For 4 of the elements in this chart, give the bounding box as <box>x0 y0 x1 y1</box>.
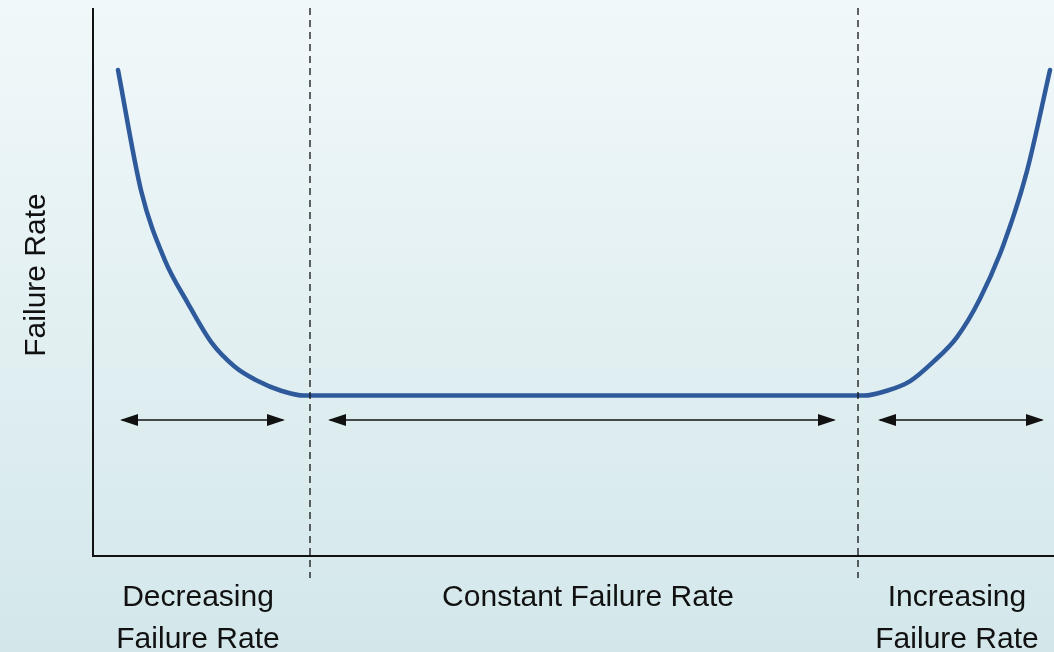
text: Constant Failure Rate <box>441 578 735 614</box>
text: Decreasing Failure Rate <box>115 578 281 652</box>
text: Increasing Failure Rate <box>874 578 1040 652</box>
y-axis-title: Failure Rate <box>18 193 52 357</box>
